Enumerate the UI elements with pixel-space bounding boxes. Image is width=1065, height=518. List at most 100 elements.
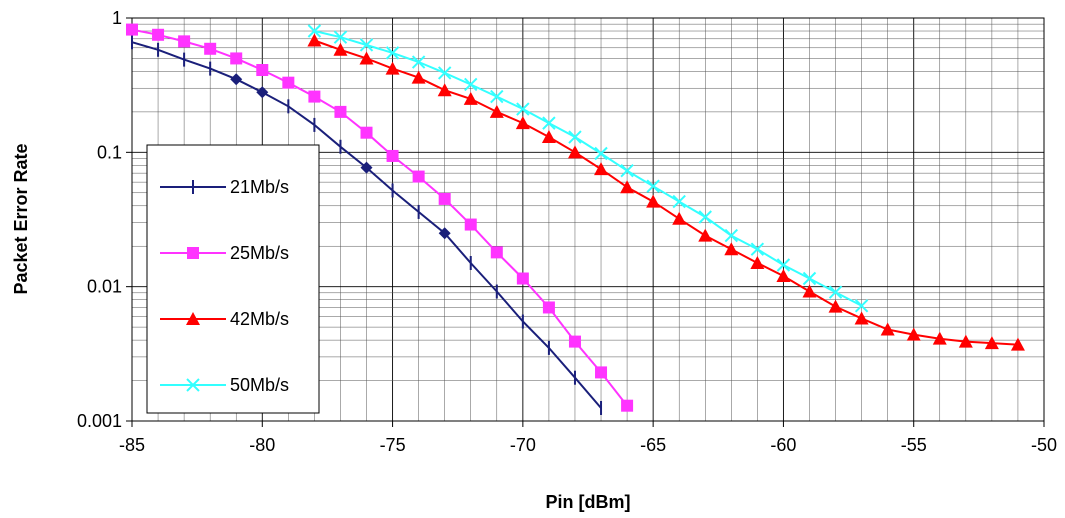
legend-entry: 50Mb/s [160, 375, 289, 395]
series-line [314, 30, 863, 307]
y-tick-label: 0.001 [77, 411, 122, 431]
data-point [490, 246, 503, 259]
data-point [698, 210, 712, 224]
data-point [646, 179, 660, 193]
data-point [464, 218, 477, 231]
data-point [438, 227, 451, 240]
legend-entry: 21Mb/s [160, 177, 289, 197]
y-axis-ticks: 0.001 0.01 0.1 1 [77, 8, 132, 431]
data-point [984, 336, 999, 350]
y-tick-label: 0.01 [87, 277, 122, 297]
data-point [594, 162, 609, 176]
data-point [568, 130, 582, 144]
data-point [307, 24, 322, 38]
data-point [750, 242, 765, 256]
data-point [230, 52, 243, 65]
y-axis-title: Packet Error Rate [11, 143, 31, 294]
data-point [802, 284, 817, 298]
data-point [385, 46, 400, 60]
x-tick-label: -70 [510, 435, 536, 455]
data-point [178, 35, 191, 48]
data-point [646, 194, 661, 208]
data-point [594, 146, 608, 161]
data-point [307, 33, 322, 47]
data-point [516, 102, 530, 116]
data-point [333, 42, 348, 56]
data-point [906, 327, 921, 341]
data-point [516, 272, 529, 285]
data-point [621, 399, 634, 412]
data-point [595, 366, 608, 379]
legend-box [146, 144, 320, 414]
data-point [620, 180, 635, 194]
series-25Mb/s [126, 23, 634, 412]
data-point [411, 70, 426, 84]
data-point [698, 228, 713, 242]
x-tick-label: -55 [901, 435, 927, 455]
data-point [620, 163, 634, 178]
legend-label: 21Mb/s [230, 177, 289, 197]
data-point [334, 105, 347, 118]
data-point [542, 116, 556, 130]
legend-entry: 25Mb/s [160, 243, 289, 263]
data-point [1010, 337, 1025, 351]
data-point [412, 170, 425, 183]
data-point [204, 42, 217, 55]
x-axis-ticks: -85 -80 -75 -70 -65 -60 -55 -50 [119, 421, 1057, 455]
x-tick-label: -50 [1031, 435, 1057, 455]
series-line [314, 39, 1018, 346]
data-point [360, 126, 373, 139]
data-point [463, 91, 478, 105]
data-point [386, 149, 399, 162]
series-21Mb/s [131, 35, 603, 415]
data-point [724, 228, 739, 243]
legend-marker [186, 312, 200, 325]
x-tick-label: -80 [249, 435, 275, 455]
data-point [359, 38, 374, 52]
data-point [880, 322, 895, 336]
data-point [672, 194, 686, 209]
legend-label: 25Mb/s [230, 243, 289, 263]
data-point [828, 285, 843, 299]
data-point [230, 73, 243, 86]
plot-area-frame [131, 17, 1045, 422]
data-point [750, 256, 765, 270]
data-point [126, 23, 138, 36]
data-point [724, 242, 739, 256]
data-point [932, 331, 947, 345]
series-42Mb/s [307, 33, 1025, 351]
x-tick-label: -65 [640, 435, 666, 455]
data-point [464, 77, 478, 92]
data-point [958, 334, 973, 348]
data-point [333, 30, 348, 44]
data-point [776, 269, 791, 283]
data-point [568, 335, 581, 348]
data-point [542, 301, 555, 314]
y-tick-label: 0.1 [97, 142, 122, 162]
data-point [385, 61, 400, 75]
series-layer [126, 23, 1025, 415]
legend-label: 42Mb/s [230, 309, 289, 329]
data-point [411, 55, 426, 69]
data-point [359, 51, 374, 65]
x-tick-label: -75 [380, 435, 406, 455]
data-point [437, 83, 452, 97]
x-tick-label: -60 [770, 435, 796, 455]
data-point [776, 258, 791, 272]
data-point [282, 76, 295, 89]
data-point [515, 116, 530, 130]
y-tick-label: 1 [112, 8, 122, 28]
data-point [489, 104, 504, 118]
data-point [828, 299, 843, 313]
data-point [360, 161, 373, 174]
data-point [490, 89, 504, 104]
data-point [567, 145, 582, 159]
data-point [308, 90, 321, 103]
legend-entry: 42Mb/s [160, 309, 289, 329]
legend-label: 50Mb/s [230, 375, 289, 395]
data-point [802, 271, 817, 286]
data-point [152, 28, 165, 41]
data-point [541, 130, 556, 144]
legend: 21Mb/s 25Mb/s 42Mb/s 50Mb/s [146, 144, 320, 414]
